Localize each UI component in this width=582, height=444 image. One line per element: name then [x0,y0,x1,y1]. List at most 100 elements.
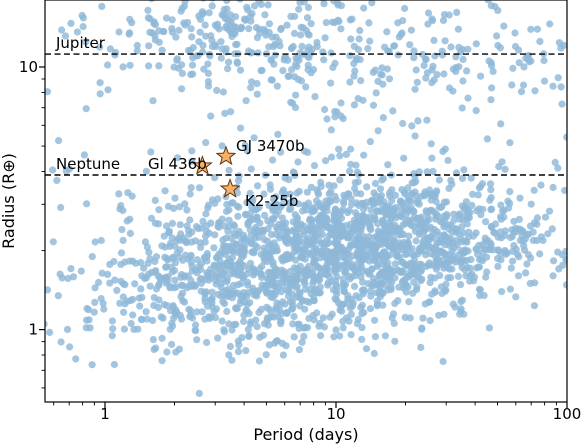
planet-point [188,147,196,155]
planet-point [347,160,355,168]
planet-point [463,220,471,228]
planet-point [325,273,334,281]
planet-point [347,226,355,234]
planet-point [67,19,75,27]
planet-point [440,212,448,220]
planet-point [300,332,308,340]
planet-point [330,259,338,268]
planet-point [379,80,387,88]
planet-point [82,105,90,113]
planet-point [222,24,230,32]
planet-point [540,56,548,65]
planet-point [350,101,358,109]
planet-point [149,97,157,105]
planet-point [272,200,280,208]
planet-point [196,28,204,36]
planet-point [347,331,355,339]
planet-point [305,53,313,62]
planet-point [315,289,323,297]
planet-point [339,275,347,283]
planet-point [225,320,233,328]
planet-point [158,357,166,365]
planet-point [441,145,449,153]
planet-point [345,317,353,325]
planet-point [282,224,290,232]
planet-point [215,223,223,231]
planet-point [311,93,319,101]
planet-point [319,314,327,322]
planet-point [387,285,395,294]
planet-point [126,29,134,37]
planet-point [264,288,272,296]
planet-point [447,274,455,282]
planet-point [200,253,208,262]
planet-point [377,70,385,79]
planet-point [443,234,451,242]
planet-point [485,324,493,332]
planet-point [161,187,169,195]
planet-point [506,234,515,242]
planet-point [301,323,309,331]
planet-point [312,248,320,257]
planet-point [88,361,96,369]
planet-point [143,315,151,323]
planet-point [61,32,70,40]
planet-point [91,238,99,246]
planet-point [272,211,280,219]
planet-point [133,41,141,50]
planet-point [327,79,335,87]
planet-point [307,69,315,77]
planet-point [82,324,90,332]
planet-point [440,198,448,206]
planet-point [386,192,394,200]
planet-point [497,120,505,128]
planet-point [172,33,180,41]
planet-point [351,67,359,75]
planet-point [549,272,557,280]
planet-point [98,2,106,10]
planet-point [242,211,250,219]
planet-point [518,232,526,240]
planet-point [568,57,575,64]
planet-point [178,61,186,69]
planet-point [331,19,339,27]
planet-point [195,184,204,192]
planet-point [407,26,415,34]
planet-point [407,197,415,205]
planet-point [500,22,508,30]
planet-point [245,25,253,33]
planet-point [142,308,150,316]
planet-point [391,337,399,345]
planet-point [267,76,275,84]
planet-point [178,85,186,93]
planet-point [554,248,562,256]
planet-point [450,216,458,224]
planet-point [181,0,189,5]
planet-point [441,287,449,295]
planet-point [188,33,196,41]
planet-point [419,314,427,322]
planet-point [159,27,167,36]
planet-point [140,264,148,272]
planet-point [546,20,554,28]
planet-point [111,51,119,59]
planet-point [45,88,51,96]
planet-point [551,158,559,166]
planet-point [424,224,432,232]
planet-point [253,323,261,331]
planet-point [302,269,310,278]
planet-point [187,184,195,192]
planet-point [325,181,333,189]
planet-point [225,256,233,264]
planet-point [353,54,361,62]
planet-point [569,122,576,129]
planet-point [288,198,296,206]
planet-point [151,196,159,204]
planet-point [144,14,152,22]
planet-point [251,269,259,277]
planet-point [195,263,203,271]
planet-point [520,63,528,71]
planet-point [11,276,18,283]
planet-point [389,244,398,252]
